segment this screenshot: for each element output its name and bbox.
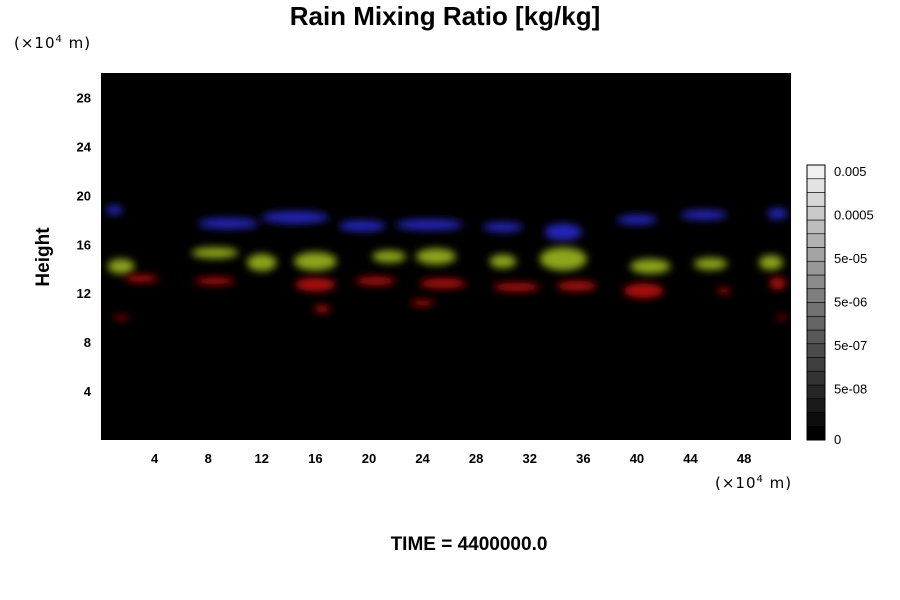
y-tick-label: 20: [77, 188, 91, 203]
field-blob: [758, 255, 783, 270]
x-tick-label: 28: [469, 451, 483, 466]
colorbar-segment: [806, 315, 826, 331]
colorbar-segment: [806, 329, 826, 345]
colorbar-segment: [806, 233, 826, 248]
field-blob: [107, 258, 135, 274]
y-tick-label: 8: [84, 335, 91, 350]
field-blob: [194, 277, 235, 285]
colorbar-frame: [806, 164, 826, 441]
colorbar-tick-label: 0.005: [834, 164, 867, 179]
y-unit-label: (×104 m): [14, 34, 91, 52]
colorbar-segment: [806, 398, 826, 413]
colorbar-labels: 0 5e-08 5e-07 5e-06 5e-05 0.0005 0.005: [834, 164, 874, 447]
x-tick-label: 16: [308, 451, 322, 466]
colorbar-segment: [806, 260, 826, 276]
colorbar-segment: [806, 178, 826, 193]
field-blob: [623, 283, 664, 299]
colorbar-segment: [806, 412, 826, 427]
field-blob: [539, 247, 587, 271]
colorbar-segment: [806, 357, 826, 372]
field-blob: [630, 258, 671, 274]
field-blob: [482, 222, 524, 233]
x-tick-label: 44: [683, 451, 698, 466]
colorbar-tick-label: 0.0005: [834, 207, 874, 222]
field-blob: [717, 287, 731, 294]
field-blob: [489, 254, 517, 269]
field-layer-1: [107, 247, 783, 274]
field-blob: [372, 250, 406, 263]
colorbar-segment: [806, 425, 826, 441]
field-blob: [544, 223, 582, 241]
field-blob: [556, 280, 597, 291]
field-blob: [776, 315, 787, 320]
chart-title: Rain Mixing Ratio [kg/kg]: [290, 1, 601, 31]
field-blob: [419, 278, 467, 289]
field-blob: [261, 211, 329, 224]
y-axis-label: Height: [33, 227, 54, 287]
field-blob: [492, 282, 540, 292]
colorbar-tick-label: 0: [834, 432, 841, 447]
colorbar-segment: [806, 192, 826, 207]
colorbar-segment: [806, 219, 826, 235]
field-blob: [616, 214, 658, 225]
field-layer-2: [113, 274, 787, 320]
y-tick-label: 16: [77, 237, 91, 252]
colorbar-tick-label: 5e-07: [834, 338, 867, 353]
field-blob: [338, 220, 386, 232]
field-blob: [415, 248, 457, 265]
y-tick-labels: 4 8 12 16 20 24 28: [77, 90, 92, 399]
field-blob: [113, 315, 130, 320]
x-tick-labels: 4 8 12 16 20 24 28 32 36 40 44 48: [151, 451, 751, 466]
colorbar-tick-label: 5e-08: [834, 382, 867, 397]
x-unit-label: (×104 m): [715, 474, 792, 492]
colorbar-segment: [806, 384, 826, 400]
colorbar-segment: [806, 288, 826, 303]
colorbar: [806, 164, 826, 441]
x-tick-label: 4: [151, 451, 159, 466]
x-tick-label: 8: [205, 451, 212, 466]
colorbar-segment: [806, 302, 826, 317]
y-tick-label: 28: [77, 90, 91, 105]
y-tick-label: 4: [84, 384, 92, 399]
colorbar-segment: [806, 343, 826, 358]
field-blob: [680, 210, 728, 220]
field-blob: [395, 219, 463, 231]
y-tick-label: 24: [77, 139, 92, 154]
time-label: TIME = 4400000.0: [391, 534, 548, 555]
field-blob: [410, 299, 435, 307]
field-blob: [355, 276, 396, 286]
colorbar-segment: [806, 164, 826, 180]
colorbar-tick-label: 5e-05: [834, 251, 867, 266]
colorbar-segment: [806, 205, 826, 221]
colorbar-segment: [806, 247, 826, 262]
colorbar-segment: [806, 370, 826, 386]
field-blob: [198, 217, 259, 229]
y-tick-label: 12: [77, 286, 91, 301]
x-tick-label: 24: [415, 451, 430, 466]
x-tick-label: 40: [630, 451, 644, 466]
x-tick-label: 20: [362, 451, 376, 466]
field-blob: [106, 205, 123, 215]
field-blob: [693, 257, 728, 270]
x-tick-label: 36: [576, 451, 590, 466]
field-layer-0: [106, 205, 788, 241]
x-tick-label: 12: [255, 451, 269, 466]
colorbar-tick-label: 5e-06: [834, 295, 867, 310]
field-blob: [767, 208, 788, 220]
colorbar-segment: [806, 274, 826, 290]
x-tick-label: 48: [737, 451, 751, 466]
field-blob: [191, 247, 239, 259]
field-blob: [293, 252, 337, 271]
plot-layers: [106, 205, 788, 320]
field-blob: [124, 274, 158, 283]
field-blob: [247, 254, 277, 272]
field-blob: [314, 305, 331, 313]
field-blob: [769, 277, 786, 290]
x-tick-label: 32: [523, 451, 537, 466]
field-blob: [295, 277, 336, 292]
